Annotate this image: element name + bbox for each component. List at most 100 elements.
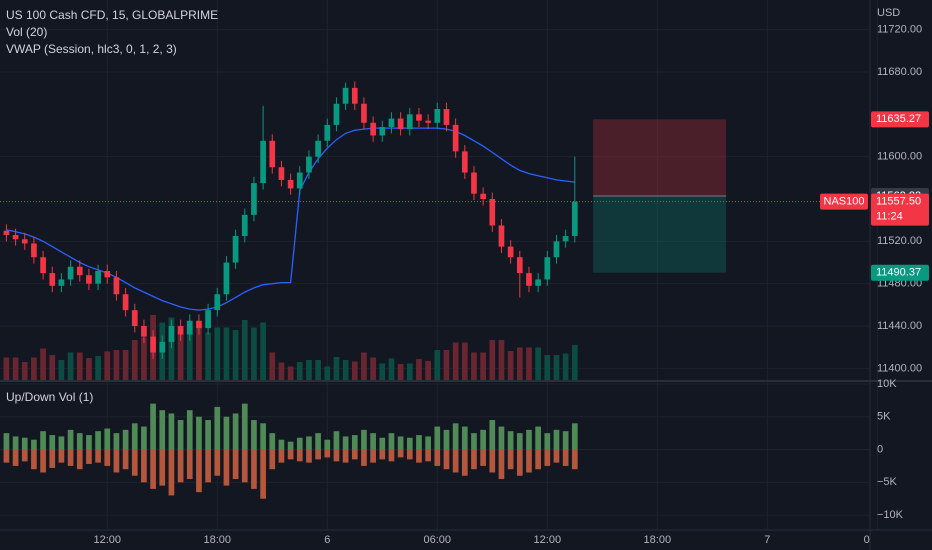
axes: 11400.0011440.0011480.0011520.0011600.00… <box>820 24 929 521</box>
up-volume-bar <box>58 436 65 450</box>
up-volume-bar <box>49 435 56 450</box>
volume-bar <box>150 345 156 380</box>
y-tick-label: 5K <box>877 411 891 423</box>
up-volume-bar <box>177 420 184 450</box>
volume-bar <box>388 358 395 368</box>
volume-bar <box>232 330 239 353</box>
volume-bar <box>159 350 166 380</box>
candle-body <box>287 179 294 189</box>
down-volume-bar <box>571 449 578 470</box>
volume-bar <box>333 357 340 366</box>
volume-bar <box>443 350 450 365</box>
up-volume-bar <box>333 431 340 450</box>
down-volume-bar <box>434 449 441 466</box>
down-volume-bar <box>361 449 367 466</box>
down-volume-bar <box>324 449 331 458</box>
candle-body <box>40 257 46 274</box>
volume-bar <box>397 364 404 370</box>
volume-bar <box>76 367 83 380</box>
volume-bar <box>361 352 367 365</box>
volume-bar <box>251 357 257 380</box>
volume-bar <box>416 359 422 369</box>
candle-body <box>31 243 37 258</box>
down-volume-bar <box>315 449 321 460</box>
volume-bar <box>480 352 486 365</box>
down-volume-bar <box>31 449 37 470</box>
down-volume-bar <box>379 449 386 460</box>
volume-bar <box>379 363 386 371</box>
candle-body <box>535 279 541 286</box>
candle-body <box>425 120 431 123</box>
up-volume-bar <box>507 431 514 450</box>
up-volume-bar <box>379 437 386 450</box>
candle-body <box>241 214 248 237</box>
candle-body <box>232 236 239 263</box>
up-volume-bar <box>86 435 92 450</box>
volume-bar <box>141 337 147 363</box>
volume-bar <box>223 355 230 380</box>
candle-body <box>58 279 65 286</box>
down-volume-bar <box>159 449 166 486</box>
volume-bar <box>333 366 340 380</box>
volume-bar <box>434 362 441 380</box>
volume-bar <box>361 365 367 380</box>
down-volume-bar <box>544 449 551 466</box>
up-volume-bar <box>544 433 551 450</box>
up-volume-bar <box>196 416 202 450</box>
up-volume-bar <box>461 426 468 450</box>
up-volume-bar <box>40 431 46 450</box>
up-volume-bar <box>526 429 532 450</box>
up-volume-bar <box>12 436 19 450</box>
volume-bar <box>12 357 19 370</box>
up-volume-bar <box>3 433 10 450</box>
volume-bar <box>416 369 422 380</box>
x-tick-label: 18:00 <box>204 534 232 546</box>
volume-bar <box>296 362 303 371</box>
volume-bar <box>122 365 129 380</box>
down-volume-bar <box>535 449 541 470</box>
candle-body <box>526 273 532 286</box>
volume-bar <box>535 362 541 380</box>
volume-bar <box>113 350 120 368</box>
candle-body <box>186 320 193 335</box>
candle-body <box>196 320 202 329</box>
volume-bar <box>351 361 358 369</box>
y-tick-label: 11520.00 <box>877 235 922 247</box>
candle-body <box>351 87 358 104</box>
x-tick-label: 7 <box>764 534 770 546</box>
candle-body <box>397 118 404 130</box>
stop-zone <box>593 119 727 197</box>
up-volume-bar <box>489 420 496 450</box>
up-volume-bar <box>150 403 156 450</box>
volume-bar <box>131 340 138 360</box>
candle-body <box>21 239 28 244</box>
volume-bar <box>12 370 19 380</box>
candle-body <box>306 156 312 173</box>
down-volume-bar <box>86 449 92 464</box>
up-volume-bar <box>168 413 175 450</box>
up-volume-bar <box>306 436 312 450</box>
target-zone <box>593 196 727 273</box>
candle-body <box>104 270 111 278</box>
down-volume-bar <box>260 449 266 499</box>
stop-price-label-box <box>871 111 929 128</box>
up-volume-bar <box>498 426 505 450</box>
volume-bar <box>131 360 138 380</box>
volume-bar <box>269 367 276 380</box>
volume-bar <box>241 345 248 380</box>
down-volume-bar <box>131 449 138 476</box>
volume-bar <box>370 357 376 368</box>
y-tick-label: 11440.00 <box>877 320 922 332</box>
up-volume-bar <box>131 423 138 450</box>
up-volume-bar <box>416 435 422 450</box>
up-volume-bar <box>452 423 459 450</box>
candle-body <box>416 114 422 121</box>
volume-bar <box>58 370 65 380</box>
down-volume-bar <box>205 449 211 483</box>
down-volume-bar <box>12 449 19 466</box>
volume-bar <box>232 352 239 380</box>
down-volume-bar <box>562 449 569 466</box>
volume-bar <box>452 360 459 380</box>
down-volume-bar <box>21 449 28 462</box>
volume-bar <box>260 360 266 380</box>
